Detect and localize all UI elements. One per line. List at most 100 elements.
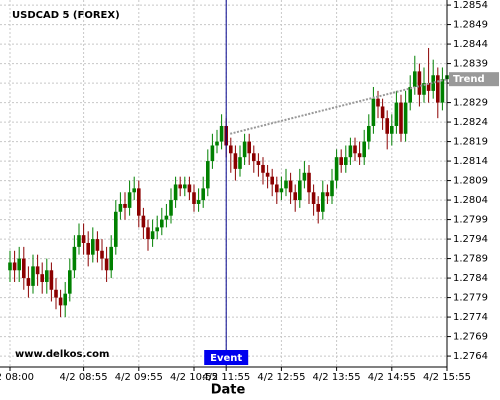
event-label: Event (210, 353, 242, 364)
y-tick-label: 1.2814 (453, 156, 488, 167)
candle-body (334, 157, 339, 181)
trend-box (449, 72, 499, 87)
candle-body (187, 184, 192, 193)
candle-body (215, 141, 219, 146)
candle-body (137, 188, 141, 216)
candle-body (26, 278, 31, 286)
candle-body (261, 164, 265, 173)
y-tick-label: 1.2849 (453, 20, 488, 31)
candle-body (54, 289, 58, 298)
y-tick-label: 1.2769 (453, 332, 488, 343)
candle-body (169, 200, 173, 216)
candle-body (426, 83, 431, 91)
candle-body (394, 102, 399, 126)
trend-line (229, 78, 448, 135)
candle-body (210, 145, 215, 162)
candle-body (284, 180, 288, 189)
candle-body (91, 239, 95, 255)
y-tick-label: 1.2779 (453, 293, 488, 304)
candle-body (63, 293, 67, 306)
candle-body (49, 270, 54, 290)
x-tick-label: 4/2 11:55 (202, 372, 250, 383)
watermark: www.delkos.com (15, 349, 109, 360)
candle-body (436, 75, 440, 103)
candle-body (192, 192, 196, 204)
candle-body (109, 246, 113, 271)
candle-body (270, 176, 274, 185)
candle-body (311, 192, 316, 204)
candle-body (81, 235, 86, 243)
candle-body (8, 262, 12, 271)
plot-area (0, 0, 447, 367)
candle-body (431, 75, 435, 91)
candle-body (40, 274, 44, 282)
candle-body (316, 203, 320, 212)
x-axis-label: Date (211, 383, 246, 398)
candle-body (123, 203, 127, 208)
y-tick-label: 1.2774 (453, 312, 488, 323)
candle-body (380, 106, 385, 119)
candle-body (31, 266, 35, 286)
trend-label: Trend (453, 74, 485, 85)
chart-title: USDCAD 5 (FOREX) (12, 10, 120, 21)
candle-body (376, 98, 380, 107)
candle-body (22, 258, 26, 279)
candle-body (399, 102, 403, 134)
candle-body (256, 161, 261, 165)
candle-body (440, 79, 445, 103)
candle-body (77, 235, 81, 247)
candle-body (238, 157, 242, 169)
candle-body (353, 145, 357, 154)
candle-body (229, 145, 233, 154)
event-box (204, 350, 249, 365)
candle-body (118, 203, 123, 212)
candle-body (17, 258, 21, 271)
candle-body (233, 153, 238, 169)
candle-body (201, 188, 205, 201)
candle-body (390, 125, 394, 134)
x-tick-label: 4/2 10:55 (170, 372, 218, 383)
candle-body (160, 219, 164, 228)
candle-body (403, 102, 408, 134)
y-tick-label: 1.2789 (453, 254, 488, 265)
candle-body (339, 157, 343, 165)
x-tick-label: 4/2 13:55 (313, 372, 361, 383)
candle-body (95, 239, 100, 251)
candle-body (344, 157, 348, 165)
candle-body (321, 192, 325, 212)
candle-body (325, 192, 330, 197)
candle-body (12, 262, 17, 271)
x-tick-label: 4/2 12:55 (257, 372, 305, 383)
candle-body (155, 227, 159, 232)
candle-body (247, 141, 251, 154)
candle-body (132, 188, 136, 193)
candle-body (146, 227, 150, 240)
candle-body (196, 200, 201, 204)
candle-body (279, 188, 284, 193)
candle-body (127, 192, 132, 208)
candle-body (178, 184, 182, 189)
candle-body (413, 71, 417, 87)
candle-body (371, 98, 376, 126)
candle-body (362, 141, 366, 158)
x-tick-label: 4/2 15:55 (423, 372, 471, 383)
y-tick-label: 1.2824 (453, 117, 488, 128)
candle-body (35, 266, 40, 275)
candle-body (307, 172, 311, 193)
y-tick-label: 1.2819 (453, 137, 488, 148)
candle-body (206, 161, 210, 189)
y-tick-label: 1.2854 (453, 0, 488, 11)
candle-body (265, 172, 270, 177)
x-tick-label: 4/2 08:55 (60, 372, 108, 383)
candle-body (302, 172, 307, 181)
candle-body (68, 270, 72, 294)
x-tick-label: 4/2 14:55 (368, 372, 416, 383)
candle-body (275, 184, 279, 193)
y-tick-label: 1.2799 (453, 215, 488, 226)
candle-body (86, 242, 90, 255)
x-tick-label: 4/2 08:00 (0, 372, 34, 383)
candle-body (367, 125, 371, 142)
y-tick-label: 1.2839 (453, 59, 488, 70)
y-tick-label: 1.2809 (453, 176, 488, 187)
